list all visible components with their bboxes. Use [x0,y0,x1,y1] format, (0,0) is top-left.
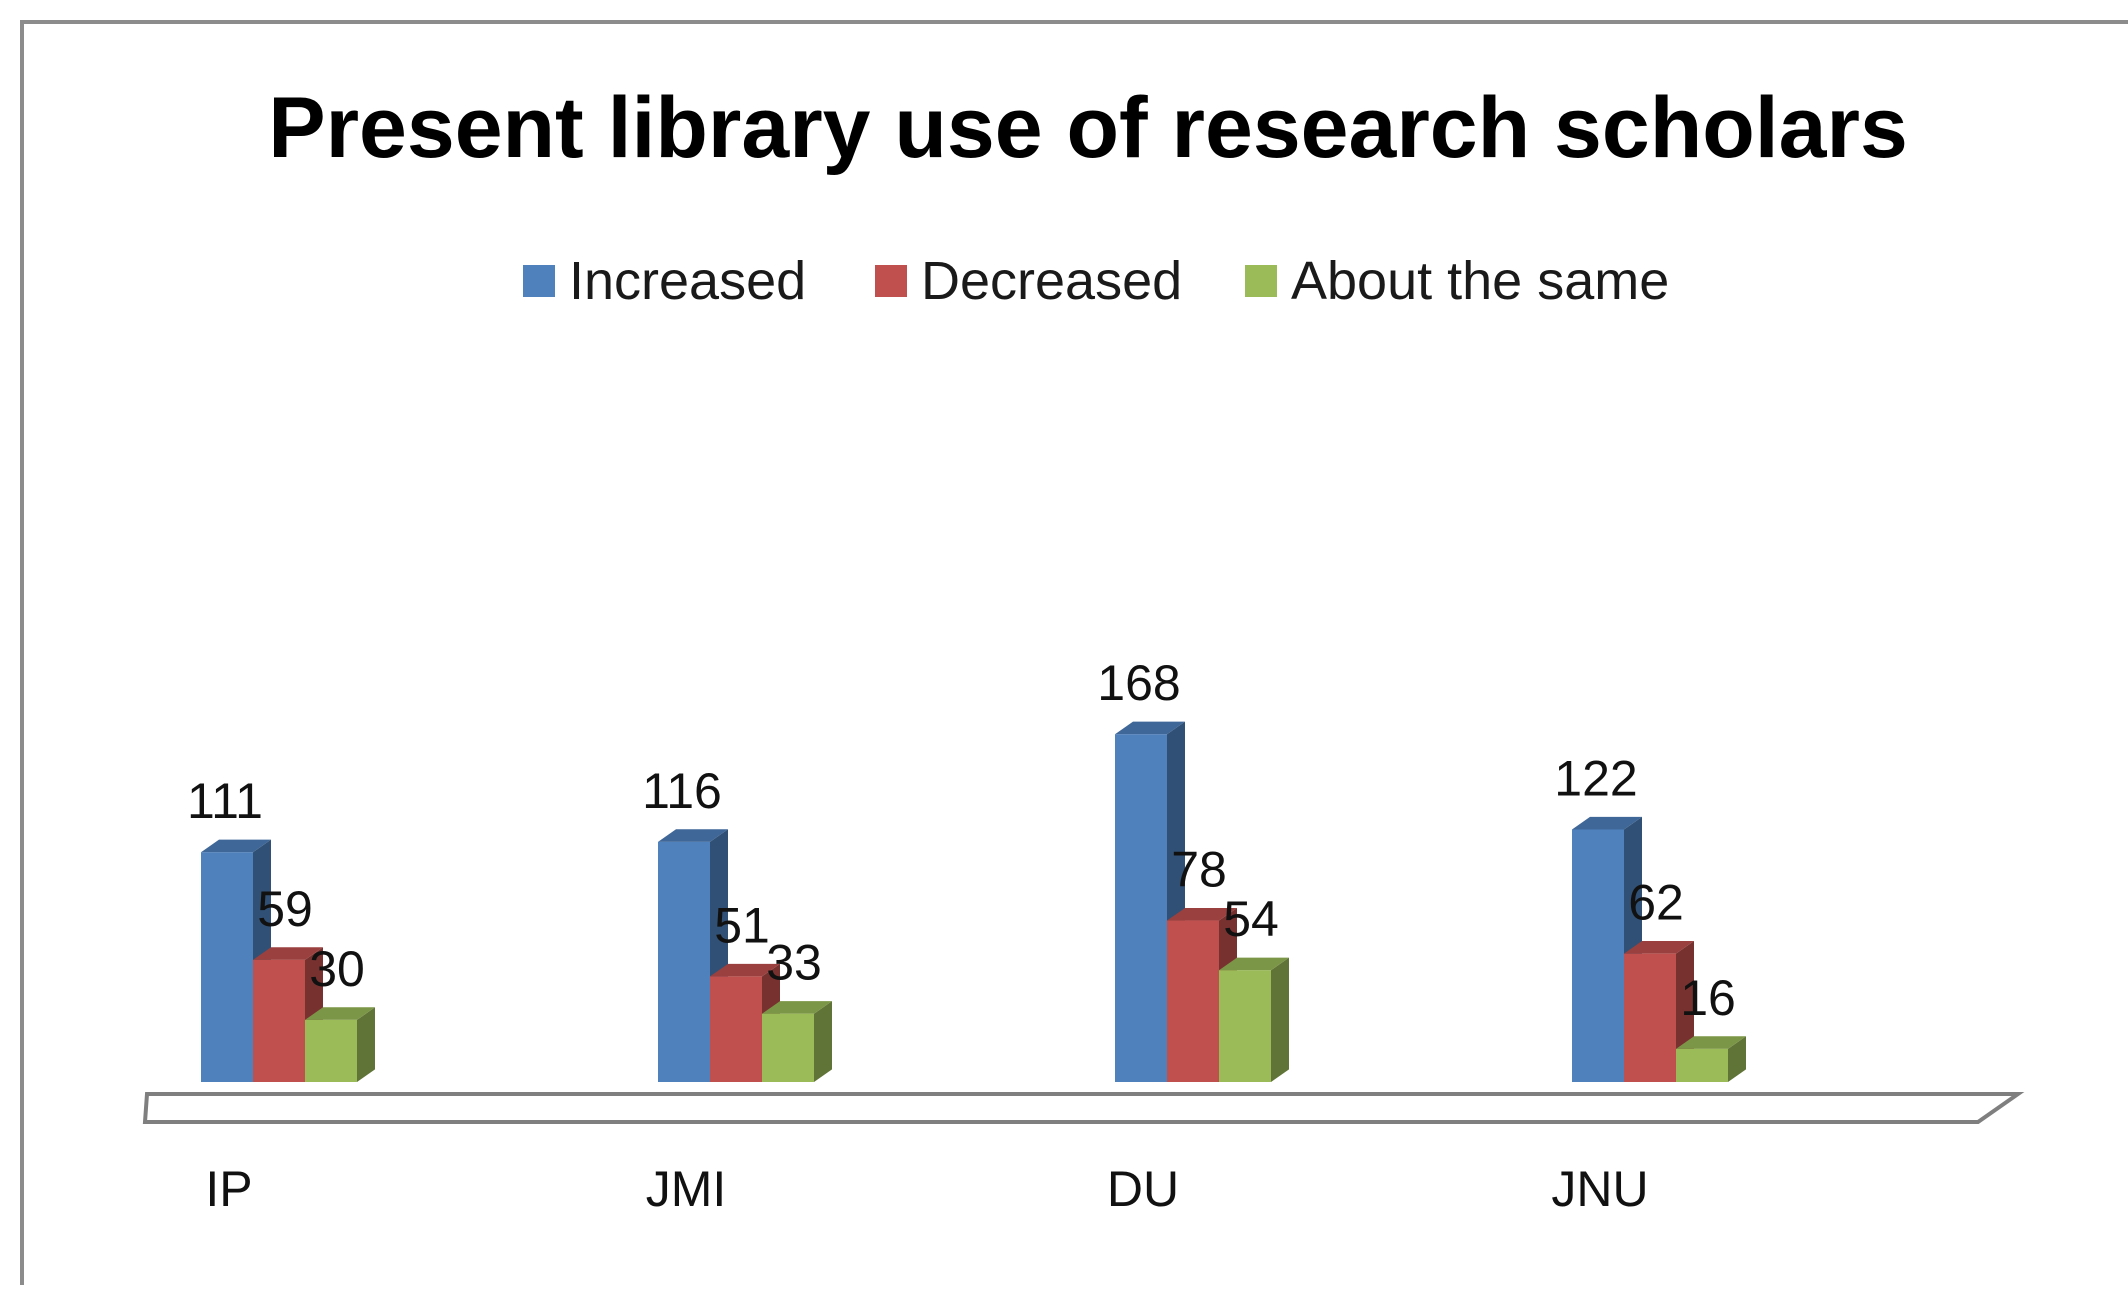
data-label-du-about-the-same: 54 [1223,891,1279,947]
bar-ip-about-the-same [305,1007,375,1082]
data-label-jmi-decreased: 51 [714,897,770,953]
legend-swatch-about-the-same [1245,265,1277,297]
bar-jnu-about-the-same [1676,1036,1746,1082]
data-label-du-decreased: 78 [1171,842,1227,898]
category-label-jnu: JNU [1551,1161,1648,1217]
data-label-jmi-increased: 116 [642,763,722,819]
bars [201,721,1746,1082]
legend-swatch-increased [523,265,555,297]
data-label-ip-about-the-same: 30 [309,941,365,997]
data-label-jnu-about-the-same: 16 [1680,970,1736,1026]
legend-swatch-decreased [875,265,907,297]
data-label-jmi-about-the-same: 33 [766,935,822,991]
legend-label-increased: Increased [569,251,806,311]
data-label-jnu-decreased: 62 [1628,875,1684,931]
legend-label-decreased: Decreased [921,251,1182,311]
chart-title: Present library use of research scholars [268,80,1908,176]
floor-plane [142,1092,2025,1124]
data-label-du-increased: 168 [1097,655,1180,711]
data-label-jnu-increased: 122 [1554,750,1637,806]
category-label-du: DU [1107,1161,1179,1217]
category-label-ip: IP [205,1161,252,1217]
chart-frame [20,20,2128,1290]
chart-floor [142,1092,2025,1124]
category-label-jmi: JMI [646,1161,727,1217]
bar-jmi-increased [658,829,728,1082]
bar-du-increased [1115,721,1185,1082]
legend: Increased Decreased About the same [523,251,1669,311]
bar-jmi-about-the-same [762,1001,832,1082]
data-label-ip-increased: 111 [187,773,263,829]
data-label-ip-decreased: 59 [257,881,313,937]
legend-label-about-the-same: About the same [1291,251,1669,311]
category-labels: IP JMI DU JNU [205,1161,1648,1217]
bar-du-about-the-same [1219,957,1289,1082]
